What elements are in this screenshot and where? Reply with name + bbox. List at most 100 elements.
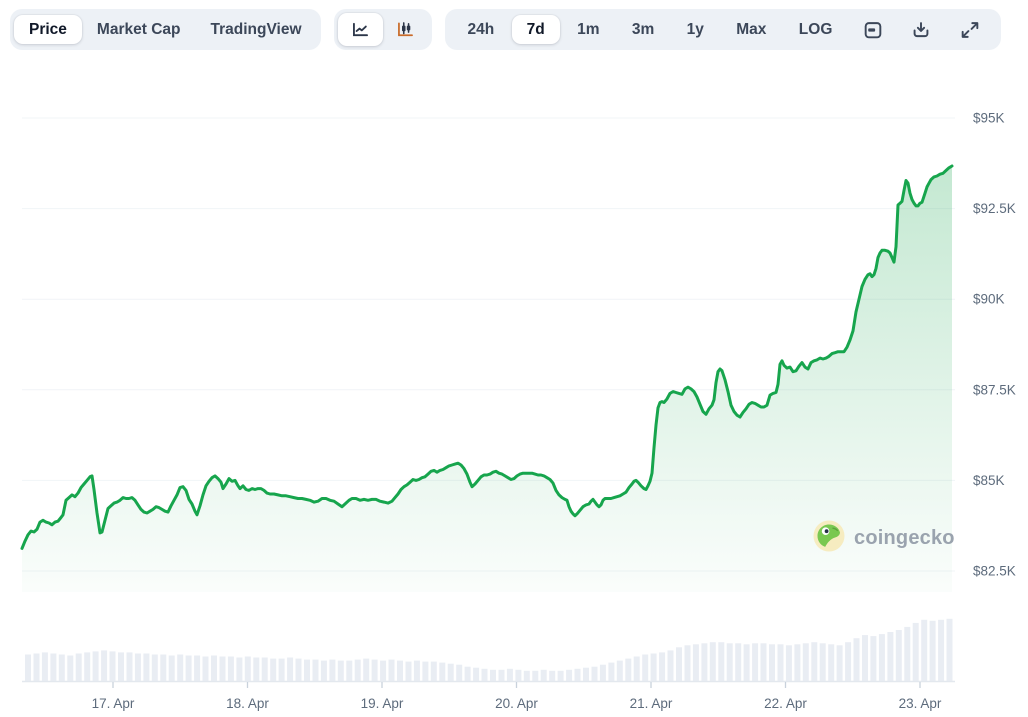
- x-axis-label: 17. Apr: [92, 696, 135, 711]
- volume-bar: [794, 644, 801, 681]
- range-7d[interactable]: 7d: [511, 14, 560, 45]
- volume-bar: [270, 658, 277, 681]
- volume-bar: [50, 653, 57, 681]
- volume-bar: [295, 658, 302, 681]
- volume-bar: [33, 653, 40, 681]
- volume-bar: [439, 662, 446, 681]
- volume-bar: [633, 656, 640, 681]
- volume-bar: [743, 644, 750, 681]
- volume-bar: [659, 652, 666, 681]
- volume-bar: [430, 661, 437, 681]
- chart-toolbar: Price Market Cap TradingView: [10, 9, 1028, 50]
- volume-bar: [278, 658, 285, 681]
- volume-bar: [684, 645, 691, 681]
- volume-bar: [151, 654, 158, 681]
- candlestick-button[interactable]: [383, 13, 428, 46]
- volume-bar: [752, 643, 759, 681]
- volume-bar: [41, 652, 48, 681]
- volume-bar: [709, 642, 716, 681]
- volume-bar: [134, 653, 141, 681]
- volume-bar: [422, 661, 429, 681]
- volume-bar: [447, 663, 454, 681]
- volume-bar: [320, 660, 327, 681]
- volume-bar: [244, 656, 251, 681]
- range-1m[interactable]: 1m: [562, 15, 614, 45]
- download-button[interactable]: [898, 13, 944, 47]
- volume-bar: [735, 643, 742, 681]
- volume-bar: [862, 635, 868, 681]
- volume-bar: [726, 643, 733, 681]
- volume-bar: [490, 669, 496, 681]
- volume-bar: [769, 644, 775, 681]
- volume-bar: [878, 634, 885, 681]
- volume-bar: [498, 669, 505, 681]
- y-axis-label: $95K: [973, 111, 1005, 126]
- volume-bar: [481, 668, 488, 681]
- y-axis-label: $85K: [973, 473, 1005, 488]
- volume-bar: [413, 660, 420, 681]
- volume-bar: [583, 667, 589, 681]
- volume-bar: [304, 659, 310, 681]
- volume-bar: [676, 647, 682, 681]
- volume-bar: [118, 652, 124, 681]
- volume-bar: [371, 659, 378, 681]
- volume-bar: [219, 656, 226, 681]
- volume-bar: [650, 653, 657, 681]
- volume-bar: [828, 644, 835, 681]
- tab-market-cap[interactable]: Market Cap: [82, 15, 196, 45]
- volume-bar: [591, 666, 598, 681]
- volume-bar: [946, 618, 953, 681]
- volume-bar: [363, 658, 370, 681]
- line-chart-button[interactable]: [337, 13, 383, 46]
- volume-bar: [380, 660, 387, 681]
- volume-bar: [405, 661, 412, 681]
- fullscreen-button[interactable]: [947, 13, 993, 47]
- range-1y[interactable]: 1y: [672, 15, 719, 45]
- expand-icon: [959, 19, 981, 41]
- volume-bar: [388, 659, 395, 681]
- coingecko-watermark: coingecko: [812, 519, 955, 558]
- volume-bar: [557, 670, 564, 681]
- volume-bar: [58, 654, 65, 681]
- volume-bar: [904, 626, 911, 681]
- volume-bar: [692, 644, 699, 681]
- volume-bar: [921, 619, 928, 681]
- volume-bar: [92, 651, 99, 681]
- volume-bar: [836, 645, 843, 681]
- volume-bar: [701, 643, 708, 681]
- date-range-button[interactable]: [850, 13, 896, 47]
- coingecko-wordmark: coingecko: [854, 527, 955, 549]
- metric-tab-group: Price Market Cap TradingView: [10, 9, 321, 50]
- tab-tradingview[interactable]: TradingView: [195, 15, 316, 45]
- range-3m[interactable]: 3m: [617, 15, 669, 45]
- x-axis-label: 18. Apr: [226, 696, 269, 711]
- range-24h[interactable]: 24h: [453, 15, 510, 45]
- volume-bar: [667, 650, 674, 681]
- volume-bar: [887, 632, 894, 681]
- volume-bar: [718, 642, 725, 681]
- volume-bar: [312, 659, 319, 681]
- volume-bar: [202, 656, 209, 681]
- volume-bar: [236, 657, 243, 681]
- volume-bar: [227, 656, 234, 681]
- log-scale-button[interactable]: LOG: [784, 15, 848, 45]
- x-axis-label: 20. Apr: [495, 696, 538, 711]
- volume-bar: [515, 669, 522, 681]
- x-axis-label: 23. Apr: [899, 696, 942, 711]
- tab-price[interactable]: Price: [14, 14, 82, 45]
- volume-bar: [506, 668, 513, 681]
- volume-bar: [574, 668, 581, 681]
- chart-type-group: [333, 9, 432, 50]
- coingecko-logo-icon: [812, 519, 846, 558]
- volume-bar: [870, 636, 877, 681]
- volume-bar: [84, 652, 91, 681]
- x-axis-label: 22. Apr: [764, 696, 807, 711]
- range-max[interactable]: Max: [721, 15, 781, 45]
- volume-bar: [211, 655, 217, 681]
- volume-bar: [811, 642, 818, 681]
- volume-bar: [329, 659, 336, 681]
- download-icon: [910, 19, 932, 41]
- volume-bar: [802, 643, 809, 681]
